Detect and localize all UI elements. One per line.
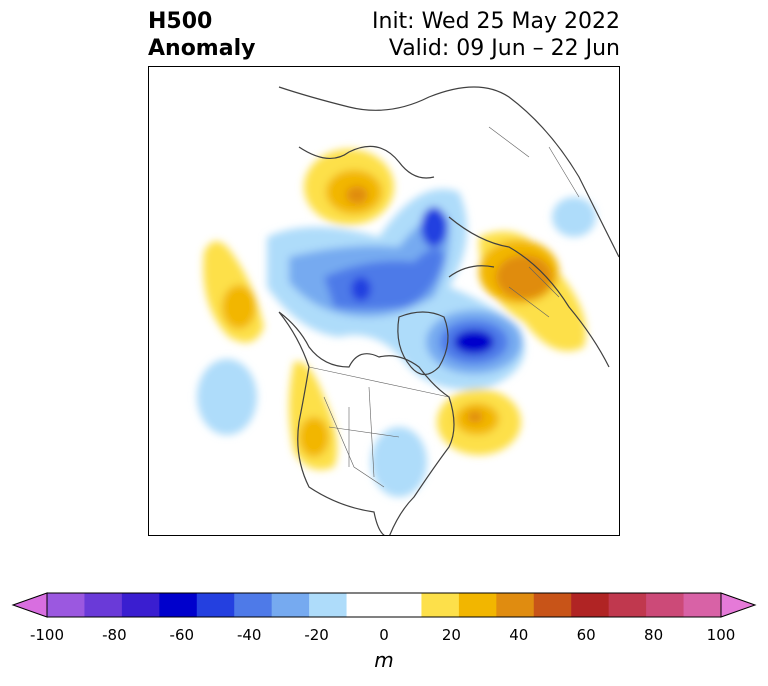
map-svg <box>197 86 619 535</box>
colorbar-tick-label: -80 <box>102 626 127 644</box>
colorbar-segment <box>384 593 422 617</box>
greenland-outline <box>397 311 449 376</box>
title-line2: Anomaly <box>148 36 256 61</box>
colorbar-tick-label: -20 <box>304 626 329 644</box>
north-america-outline <box>278 311 455 535</box>
colorbar-outline <box>46 592 722 618</box>
colorbar-segment <box>121 593 160 617</box>
colorbar-segment <box>309 593 348 617</box>
title-line1: H500 <box>148 9 213 34</box>
colorbar-segment <box>271 593 310 617</box>
colorbar-tick-label: 40 <box>509 626 529 644</box>
colorbar-tick-label: -100 <box>29 626 65 644</box>
colorbar-segment <box>646 593 685 617</box>
colorbar-segment <box>683 593 722 617</box>
colorbar-tick-label: 80 <box>644 626 664 644</box>
colorbar <box>11 592 757 618</box>
colorbar-segment <box>533 593 572 617</box>
colorbar-unit: m <box>374 648 394 672</box>
colorbar-tick-label: -60 <box>169 626 195 644</box>
colorbar-left-extension <box>11 592 48 618</box>
negative-anomaly-north <box>552 197 596 237</box>
colorbar-tick-label: 0 <box>379 626 389 644</box>
borders <box>308 126 580 488</box>
colorbar-segment <box>571 593 610 617</box>
colorbar-segment <box>496 593 535 617</box>
colorbar-ticks: -100 -80 -60 -40 -20 0 20 40 60 80 100 <box>0 626 768 648</box>
date-info: Init: Wed 25 May 2022 Valid: 09 Jun – 22… <box>372 8 620 62</box>
colorbar-segment <box>458 593 497 617</box>
colorbar-segment <box>196 593 235 617</box>
colorbar-segment <box>421 593 460 617</box>
colorbar-right-extension <box>720 592 757 618</box>
anomaly-fields <box>197 149 596 497</box>
init-date: Init: Wed 25 May 2022 <box>372 9 620 34</box>
negative-anomaly-pacific <box>197 359 257 435</box>
valid-range: Valid: 09 Jun – 22 Jun <box>388 36 620 61</box>
colorbar-tick-label: 60 <box>576 626 596 644</box>
colorbar-segment <box>346 593 385 617</box>
colorbar-segment <box>84 593 123 617</box>
colorbar-tick-label: 100 <box>706 626 736 644</box>
coastlines <box>278 86 619 535</box>
colorbar-segment <box>47 593 85 617</box>
eurasia-outline <box>278 86 619 368</box>
colorbar-segment <box>159 593 198 617</box>
colorbar-segment <box>234 593 273 617</box>
colorbar-tick-label: 20 <box>441 626 461 644</box>
colorbar-segment <box>608 593 647 617</box>
chart-title: H500 Anomaly <box>148 8 255 62</box>
anomaly-map <box>148 66 620 536</box>
negative-anomaly-east-us <box>371 427 427 497</box>
colorbar-tick-label: -40 <box>236 626 262 644</box>
